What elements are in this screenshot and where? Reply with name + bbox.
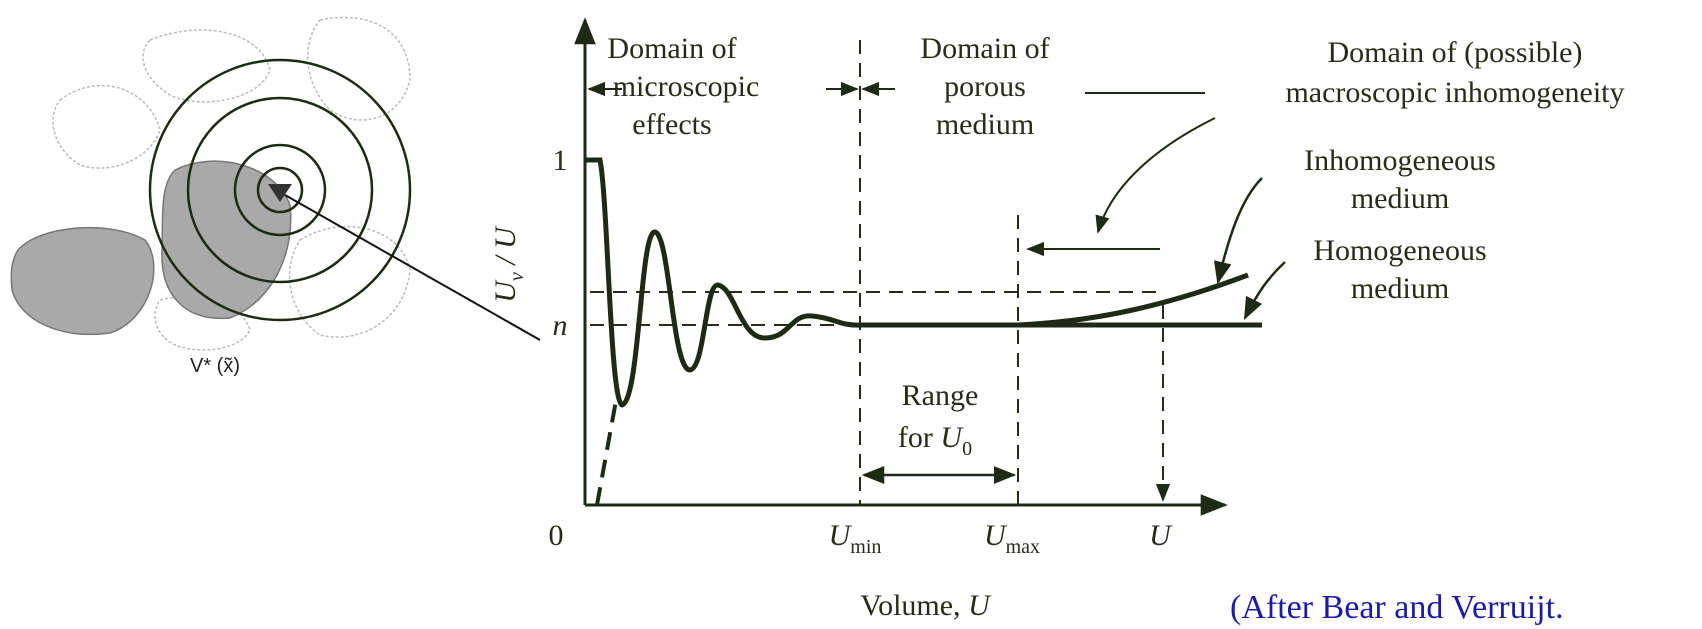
domain-label: macroscopic inhomogeneity (1285, 76, 1624, 109)
x-tick-subscript: max (1006, 536, 1040, 558)
figure: V* (x̃) 1 n 0 Uv / U Umin Umax U Volume,… (0, 0, 1702, 629)
domain-label: microscopic (613, 70, 760, 103)
domain-pointer (1098, 118, 1215, 232)
solid-fraction-curve (597, 395, 617, 505)
curve-label: medium (1351, 182, 1449, 215)
x-tick-symbol: U (829, 519, 853, 552)
origin-label: 0 (549, 519, 564, 552)
x-axis-text: Volume, (860, 589, 968, 622)
domain-label: medium (936, 108, 1034, 141)
x-tick-label: Umin (829, 519, 882, 558)
porosity-curve (585, 160, 1262, 405)
inset-label: V* (x̃) (190, 355, 240, 377)
y-tick-label: n (553, 309, 568, 342)
x-axis-label: Volume, U (860, 589, 992, 622)
page: {"inset": {"label": "V* (x̃)"}, "diagram… (0, 0, 1702, 629)
x-tick-symbol: U (984, 519, 1008, 552)
inhomogeneous-branch (1018, 275, 1248, 325)
range-label: for U0 (898, 421, 972, 460)
grain-outline (290, 227, 410, 338)
curve-label: Homogeneous (1313, 234, 1486, 267)
x-tick-subscript: min (850, 536, 881, 558)
domain-label: Domain of (607, 32, 736, 65)
grain-outline (143, 30, 270, 102)
curve-label: Inhomogeneous (1304, 144, 1496, 177)
domain-label: Domain of (possible) (1328, 36, 1583, 69)
domain-label: porous (944, 70, 1026, 103)
curve-pointer (1218, 178, 1262, 282)
y-axis-subscript: v (506, 272, 528, 281)
range-label: Range (902, 379, 979, 412)
range-subscript: 0 (962, 438, 972, 460)
x-tick-label: Umax (984, 519, 1040, 558)
domain-label: Domain of (920, 32, 1049, 65)
curve-pointer (1245, 262, 1285, 318)
range-text: for (898, 421, 940, 454)
x-tick-label: U (1149, 519, 1173, 552)
x-axis-symbol: U (968, 589, 992, 622)
range-symbol: U (940, 421, 964, 454)
graph: 1 n 0 Uv / U Umin Umax U Volume, U Domai… (489, 20, 1625, 622)
inset: V* (x̃) (11, 18, 540, 378)
grain-outline (53, 86, 160, 169)
grain (11, 228, 154, 335)
y-axis-denominator: / U (489, 225, 522, 272)
curve-label: medium (1351, 272, 1449, 305)
source-note: (After Bear and Verruijt. (1230, 589, 1564, 626)
domain-label: effects (632, 108, 711, 141)
grain-outline (308, 18, 410, 121)
y-tick-label: 1 (553, 144, 568, 177)
y-axis-symbol: U (489, 279, 522, 303)
y-axis-label: Uv / U (489, 225, 528, 303)
